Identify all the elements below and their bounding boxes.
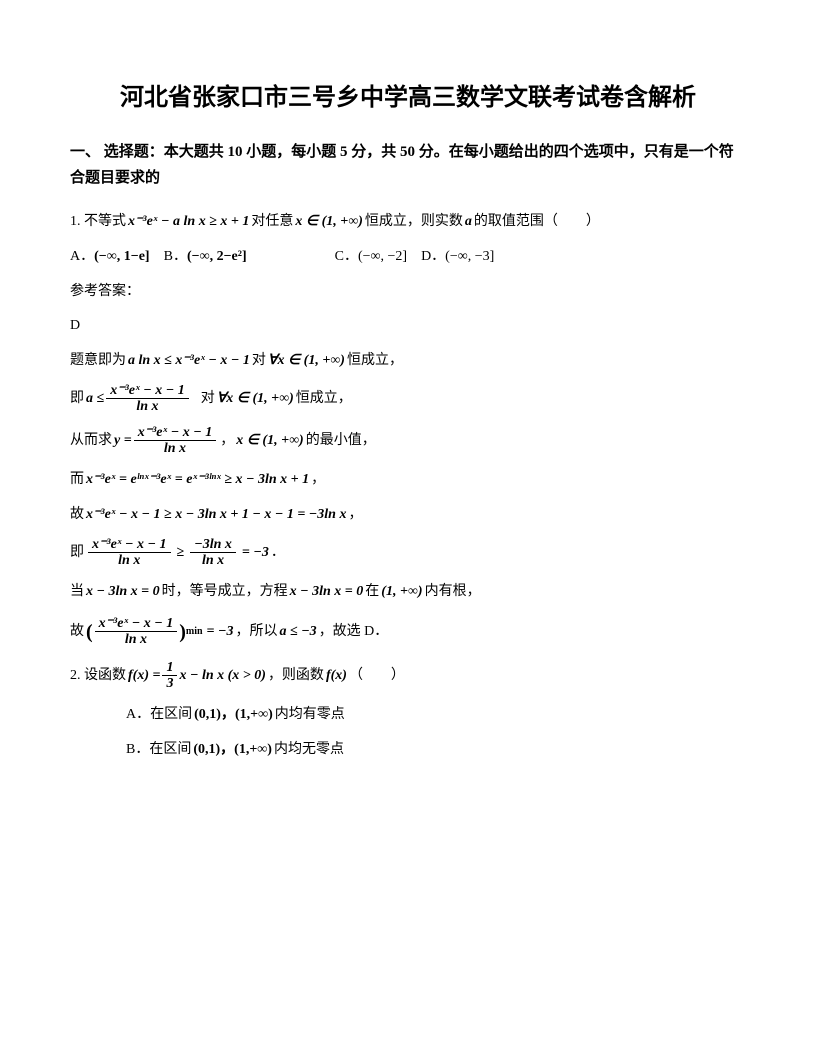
q1-answer: D <box>70 313 746 338</box>
q1-var: a <box>465 209 472 234</box>
q1-options: A．(−∞, 1−e] B．(−∞, 2−e²] C．(−∞, −2] D．(−… <box>70 244 746 269</box>
q1-mid2: 恒成立，则实数 <box>365 209 463 234</box>
fraction: 1 3 <box>162 660 177 692</box>
q2-optA: A．在区间 (0,1)，(1,+∞) 内均有零点 <box>126 702 746 727</box>
q1-optA: A．(−∞, 1−e] <box>70 244 150 269</box>
sol-line-7: 当 x − 3ln x = 0 时，等号成立，方程 x − 3ln x = 0 … <box>70 579 746 604</box>
q1-expr: x⁻³eˣ − a ln x ≥ x + 1 <box>128 209 249 234</box>
answer-label: 参考答案： <box>70 279 746 304</box>
sol-line-4: 而 x⁻³eˣ = eˡⁿˣ⁻³eˣ = eˣ⁻³ˡⁿˣ ≥ x − 3ln x… <box>70 467 746 492</box>
q1-optC: C．(−∞, −2] <box>335 244 407 269</box>
sol-line-3: 从而求 y = x⁻³eˣ − x − 1 ln x ， x ∈ (1, +∞)… <box>70 425 746 457</box>
sol-line-6: 即 x⁻³eˣ − x − 1 ln x ≥ −3ln x ln x = −3 … <box>70 537 746 569</box>
q1-mid3: 的取值范围（ ） <box>474 209 600 234</box>
fraction: x⁻³eˣ − x − 1 ln x <box>134 425 217 457</box>
fraction: x⁻³eˣ − x − 1 ln x <box>95 616 178 648</box>
q2-optB: B．在区间 (0,1)，(1,+∞) 内均无零点 <box>126 737 746 762</box>
q1-prefix: 1. 不等式 <box>70 209 126 234</box>
section-heading: 一、 选择题：本大题共 10 小题，每小题 5 分，共 50 分。在每小题给出的… <box>70 140 746 191</box>
q1-optB: B．(−∞, 2−e²] <box>164 244 247 269</box>
sol-line-5: 故 x⁻³eˣ − x − 1 ≥ x − 3ln x + 1 − x − 1 … <box>70 502 746 527</box>
page-title: 河北省张家口市三号乡中学高三数学文联考试卷含解析 <box>70 80 746 116</box>
sol-line-1: 题意即为 a ln x ≤ x⁻³eˣ − x − 1 对 ∀x ∈ (1, +… <box>70 348 746 373</box>
q1-optD: D．(−∞, −3] <box>421 244 494 269</box>
q1-domain: x ∈ (1, +∞) <box>295 209 362 234</box>
q2-stem: 2. 设函数 f(x) = 1 3 x − ln x (x > 0) ，则函数 … <box>70 660 746 692</box>
fraction: x⁻³eˣ − x − 1 ln x <box>106 383 189 415</box>
sol-line-2: 即 a ≤ x⁻³eˣ − x − 1 ln x 对 ∀x ∈ (1, +∞) … <box>70 383 746 415</box>
fraction: x⁻³eˣ − x − 1 ln x <box>88 537 171 569</box>
fraction: −3ln x ln x <box>190 537 236 569</box>
q1-stem: 1. 不等式 x⁻³eˣ − a ln x ≥ x + 1 对任意 x ∈ (1… <box>70 209 746 234</box>
sol-line-8: 故 ( x⁻³eˣ − x − 1 ln x ) min = −3 ，所以 a … <box>70 614 746 650</box>
q1-mid1: 对任意 <box>251 209 293 234</box>
